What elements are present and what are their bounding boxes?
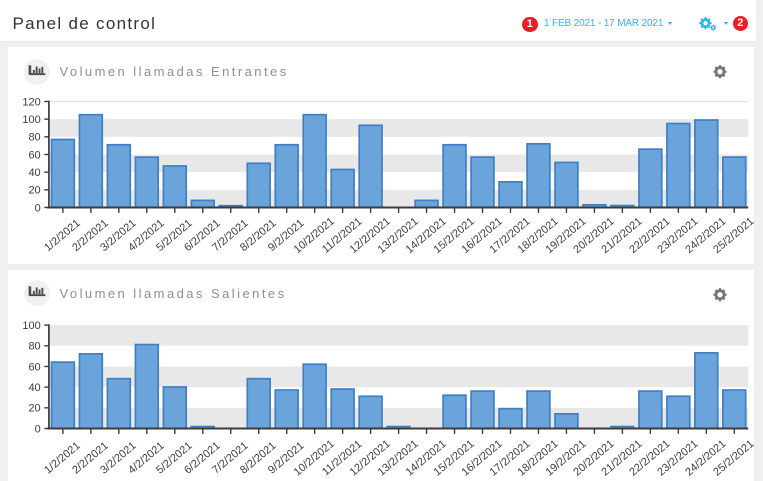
svg-text:80: 80 (28, 132, 40, 144)
svg-text:40: 40 (28, 167, 40, 179)
svg-text:0: 0 (35, 202, 41, 214)
svg-text:0: 0 (35, 423, 41, 435)
svg-text:20: 20 (28, 403, 40, 415)
svg-text:80: 80 (28, 341, 40, 353)
svg-text:60: 60 (28, 361, 40, 373)
svg-text:120: 120 (22, 96, 40, 108)
svg-text:100: 100 (22, 320, 40, 332)
svg-text:100: 100 (22, 114, 40, 126)
svg-text:20: 20 (28, 185, 40, 197)
svg-text:40: 40 (28, 382, 40, 394)
svg-text:60: 60 (28, 149, 40, 161)
